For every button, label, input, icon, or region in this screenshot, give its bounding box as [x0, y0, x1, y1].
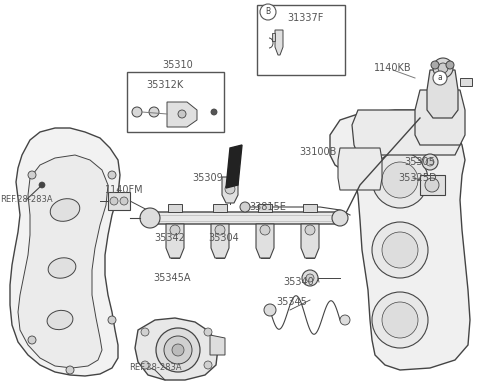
- Polygon shape: [415, 90, 465, 145]
- Bar: [127, 72, 224, 132]
- Circle shape: [141, 328, 149, 336]
- Circle shape: [433, 71, 447, 85]
- Polygon shape: [226, 145, 242, 188]
- Circle shape: [172, 344, 184, 356]
- Circle shape: [164, 336, 192, 364]
- Circle shape: [66, 366, 74, 374]
- Circle shape: [108, 171, 116, 179]
- Text: REF.28-283A: REF.28-283A: [129, 364, 181, 372]
- Circle shape: [178, 110, 186, 118]
- Text: 35342: 35342: [155, 233, 185, 243]
- Text: 33100B: 33100B: [300, 147, 336, 157]
- Circle shape: [433, 58, 453, 78]
- Circle shape: [140, 208, 160, 228]
- Circle shape: [372, 222, 428, 278]
- Polygon shape: [168, 204, 182, 212]
- Circle shape: [39, 182, 45, 188]
- Circle shape: [372, 292, 428, 348]
- Circle shape: [382, 162, 418, 198]
- Circle shape: [332, 210, 348, 226]
- Circle shape: [260, 4, 276, 20]
- Circle shape: [382, 302, 418, 338]
- Text: 35304: 35304: [209, 233, 240, 243]
- Circle shape: [305, 225, 315, 235]
- Circle shape: [211, 109, 217, 115]
- Circle shape: [372, 152, 428, 208]
- Polygon shape: [301, 224, 319, 258]
- Circle shape: [225, 184, 235, 194]
- Text: 35345A: 35345A: [153, 273, 191, 283]
- Circle shape: [108, 316, 116, 324]
- Text: 35340: 35340: [284, 277, 314, 287]
- Circle shape: [340, 315, 350, 325]
- Text: 35312K: 35312K: [146, 80, 184, 90]
- Circle shape: [302, 270, 318, 286]
- Text: 1140FM: 1140FM: [105, 185, 144, 195]
- Polygon shape: [258, 204, 272, 212]
- Text: 31337F: 31337F: [287, 13, 323, 23]
- Circle shape: [382, 232, 418, 268]
- Text: REF.28-283A: REF.28-283A: [0, 195, 52, 205]
- Circle shape: [446, 61, 454, 69]
- Polygon shape: [303, 204, 317, 212]
- Polygon shape: [275, 30, 283, 55]
- Polygon shape: [272, 33, 275, 41]
- Circle shape: [28, 171, 36, 179]
- Polygon shape: [18, 155, 108, 368]
- Circle shape: [264, 304, 276, 316]
- Circle shape: [120, 197, 128, 205]
- Circle shape: [132, 107, 142, 117]
- Circle shape: [306, 274, 314, 282]
- Ellipse shape: [48, 258, 76, 278]
- Polygon shape: [352, 110, 460, 155]
- Circle shape: [240, 202, 250, 212]
- Circle shape: [215, 225, 225, 235]
- Polygon shape: [211, 224, 229, 258]
- Text: 1140KB: 1140KB: [374, 63, 412, 73]
- Polygon shape: [166, 224, 184, 258]
- Text: 35345: 35345: [276, 297, 307, 307]
- Circle shape: [149, 107, 159, 117]
- Bar: [257, 5, 345, 75]
- Text: 35305: 35305: [405, 157, 435, 167]
- Circle shape: [422, 154, 438, 170]
- Ellipse shape: [47, 310, 73, 330]
- Text: 35310: 35310: [163, 60, 193, 70]
- Text: 33815E: 33815E: [250, 202, 287, 212]
- Text: 35325D: 35325D: [399, 173, 437, 183]
- Circle shape: [438, 63, 448, 73]
- Polygon shape: [10, 128, 120, 376]
- Polygon shape: [256, 224, 274, 258]
- Text: B: B: [265, 7, 271, 17]
- Circle shape: [204, 361, 212, 369]
- Text: a: a: [438, 73, 443, 83]
- Polygon shape: [135, 318, 218, 380]
- Polygon shape: [210, 335, 225, 355]
- Circle shape: [204, 328, 212, 336]
- Polygon shape: [338, 148, 382, 190]
- Circle shape: [28, 336, 36, 344]
- Circle shape: [426, 158, 434, 166]
- Circle shape: [156, 328, 200, 372]
- Polygon shape: [108, 192, 130, 210]
- Polygon shape: [167, 102, 197, 127]
- Circle shape: [260, 225, 270, 235]
- Bar: [460, 78, 472, 86]
- Ellipse shape: [50, 199, 80, 221]
- Polygon shape: [222, 177, 238, 203]
- Polygon shape: [330, 110, 470, 370]
- Polygon shape: [427, 70, 458, 118]
- Circle shape: [431, 61, 439, 69]
- Circle shape: [110, 197, 118, 205]
- Polygon shape: [150, 212, 340, 224]
- Bar: [420, 175, 445, 195]
- Text: 35309: 35309: [192, 173, 223, 183]
- Polygon shape: [213, 204, 227, 212]
- Circle shape: [141, 361, 149, 369]
- Circle shape: [425, 178, 439, 192]
- Circle shape: [170, 225, 180, 235]
